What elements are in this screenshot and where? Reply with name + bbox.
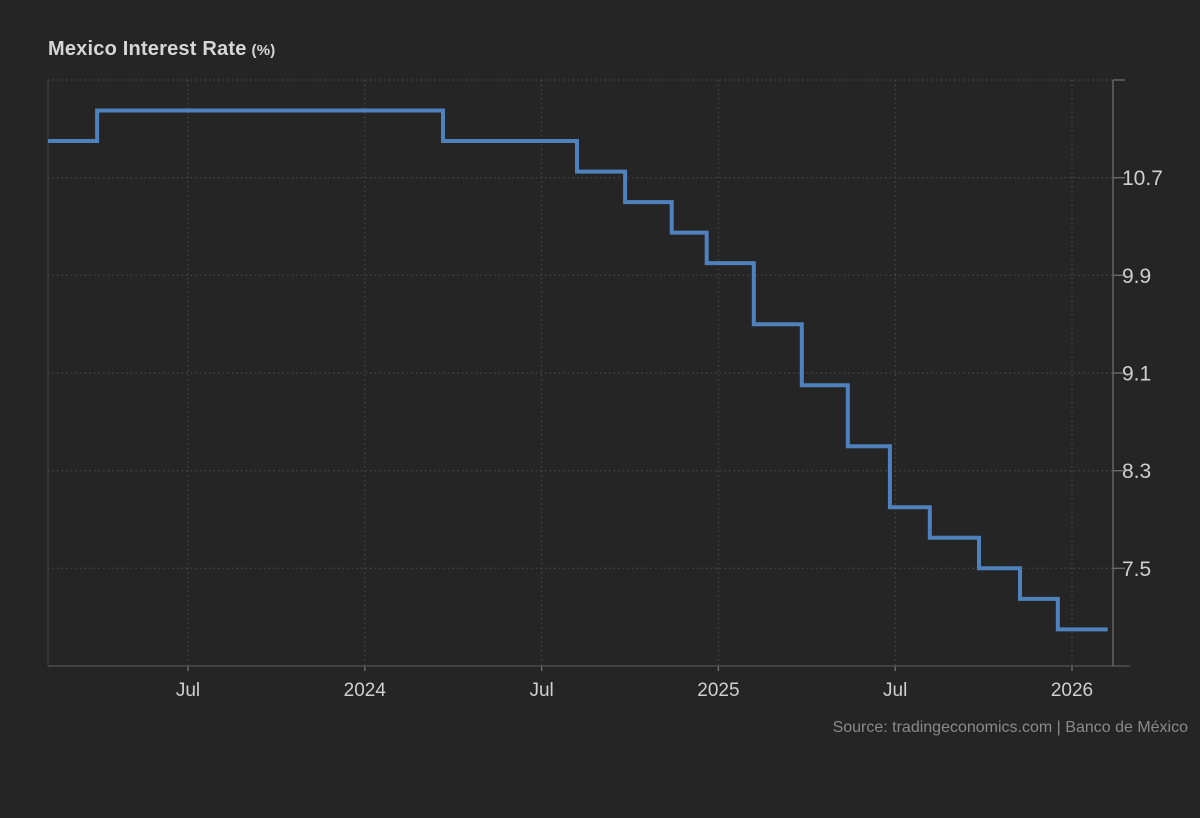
x-axis-tick-label: 2026: [1051, 680, 1093, 701]
chart-title: Mexico Interest Rate (%): [48, 38, 275, 61]
chart-title-text: Mexico Interest Rate: [48, 38, 247, 60]
y-axis-tick-label: 10.7: [1122, 167, 1163, 190]
x-axis-tick-label: Jul: [176, 680, 200, 701]
chart-title-unit: (%): [251, 42, 276, 59]
x-axis-tick-label: Jul: [529, 680, 553, 701]
y-axis-tick-label: 7.5: [1122, 558, 1151, 581]
source-attribution: Source: tradingeconomics.com | Banco de …: [832, 719, 1188, 736]
x-axis-tick-label: Jul: [883, 680, 907, 701]
x-axis-tick-label: 2025: [697, 680, 739, 701]
y-axis-tick-label: 9.1: [1122, 363, 1151, 386]
x-axis-tick-label: 2024: [344, 680, 387, 701]
interest-rate-series-line[interactable]: [48, 108, 1108, 632]
y-axis-tick-label: 8.3: [1122, 460, 1151, 483]
y-axis-tick-label: 9.9: [1122, 265, 1151, 288]
